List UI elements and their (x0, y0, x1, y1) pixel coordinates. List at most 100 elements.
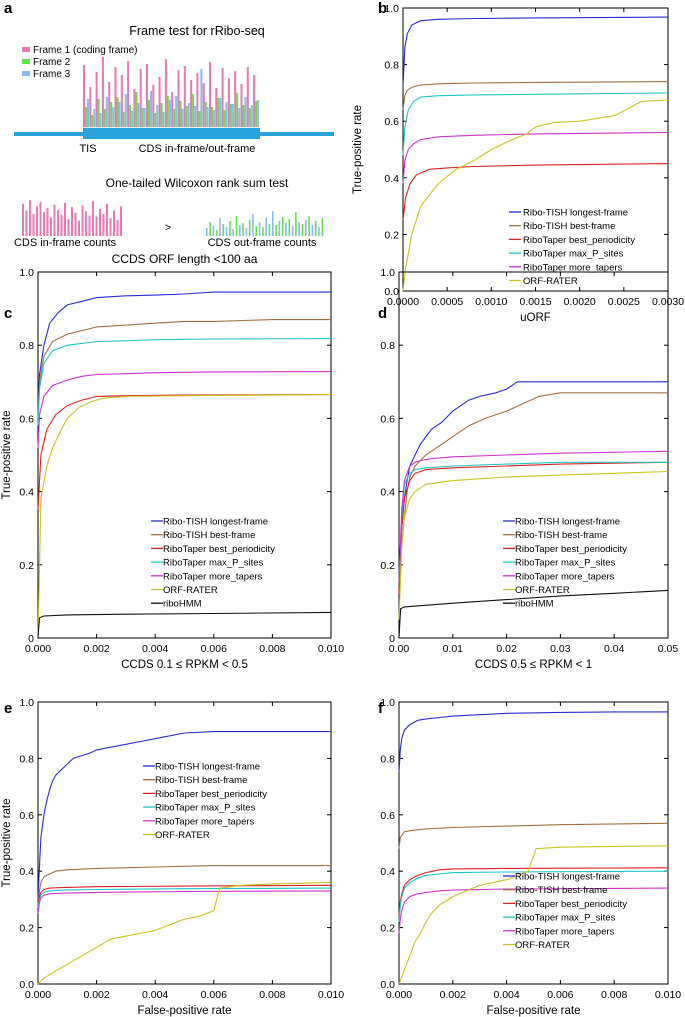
series-line (37, 731, 331, 900)
bar-frame3 (250, 105, 253, 127)
y-tick-label: 1.0 (19, 267, 34, 279)
legend-label: Ribo-TISH longest-frame (155, 762, 260, 773)
legend-label: RiboTaper more_tapers (155, 816, 255, 827)
y-tick-label: 0.4 (19, 866, 34, 878)
bar-frame3 (206, 107, 209, 127)
bar-frame2 (116, 97, 119, 127)
y-tick-label: 1.0 (380, 267, 395, 279)
series-line (37, 338, 332, 426)
bar-frame1 (83, 65, 85, 127)
x-axis-label: CCDS 0.5 ≤ RPKM < 1 (475, 659, 592, 671)
panel-b-label: b (378, 0, 387, 17)
bar-frame3 (175, 96, 178, 127)
plot-frame (398, 701, 669, 985)
bar-in-frame (92, 201, 94, 236)
bar-out-frame (298, 222, 300, 236)
series-line (402, 99, 669, 292)
panel-d-chart: d 0 0.2 0.4 0.6 0.8 1.0 0.00 0.01 0.02 0.03 0.04 0.0… (378, 267, 678, 671)
bar-in-frame (71, 207, 73, 236)
bar-in-frame (99, 208, 101, 236)
y-tick-label: 0.6 (380, 810, 395, 822)
bar-frame2 (242, 105, 245, 127)
bar-out-frame (239, 225, 241, 236)
bar-out-frame (321, 218, 324, 236)
series-line (398, 470, 669, 620)
series-line (37, 611, 332, 639)
bar-out-frame (212, 226, 215, 236)
bar-out-frame (248, 220, 251, 236)
legend-label: RiboTaper more_tapers (515, 571, 615, 582)
legend-label: RiboTaper more_tapers (523, 262, 623, 273)
bar-frame2 (173, 109, 176, 127)
legend-label: Ribo-TISH longest-frame (515, 517, 620, 528)
series-line (402, 163, 669, 221)
bar-frame2 (141, 108, 144, 127)
panel-b-chart: b 0.0 0.2 0.4 0.6 0.8 1.0 0.0000 0.0005 0.0010 0.0… (352, 0, 684, 324)
bar-frame1 (127, 61, 130, 127)
cds-box (83, 128, 260, 139)
bar-frame1 (133, 89, 136, 127)
legend-label: ORF-RATER (515, 585, 570, 596)
bar-out-frame (222, 224, 225, 236)
x-tick-label: 0.006 (201, 989, 227, 1001)
bar-out-frame (314, 221, 317, 236)
x-tick-label: 0.00 (389, 643, 410, 655)
bar-in-frame (36, 206, 38, 236)
bar-in-frame (95, 216, 98, 236)
bar-in-frame (116, 219, 119, 236)
bar-frame1 (240, 84, 243, 127)
y-tick-label: 0.2 (19, 923, 34, 935)
y-tick-label: 0.8 (19, 753, 34, 765)
bar-out-frame (275, 225, 277, 236)
y-tick-label: 0.4 (380, 866, 395, 878)
series-line (398, 822, 669, 849)
bar-out-frame (278, 221, 281, 236)
bar-in-frame (53, 204, 56, 236)
legend-label: RiboTaper best_periodicity (523, 235, 635, 246)
x-tick-label: 0.008 (601, 989, 627, 1001)
bar-frame1 (196, 73, 199, 127)
bar-in-frame (67, 219, 70, 236)
bar-frame1 (164, 59, 167, 127)
series-line (37, 394, 332, 510)
legend-label: RiboTaper best_periodicity (163, 544, 275, 555)
legend-label: ORF-RATER (523, 276, 578, 287)
bar-frame2 (160, 103, 163, 127)
bar-frame3 (118, 102, 121, 127)
y-tick-label: 0.6 (384, 116, 399, 128)
in-frame-bars (22, 200, 122, 236)
x-axis-label: False-positive rate (138, 1005, 232, 1017)
bar-out-frame (242, 223, 244, 236)
x-tick-label: 0.010 (318, 989, 344, 1001)
bar-in-frame (32, 213, 35, 236)
y-axis-label: True-positive rate (1, 410, 13, 499)
series-line (402, 81, 669, 110)
bar-in-frame (57, 209, 59, 236)
bar-frame2 (97, 99, 100, 127)
bar-in-frame (46, 207, 49, 236)
legend-label: RiboTaper max_P_sites (515, 558, 616, 569)
y-tick-label: 1.0 (380, 697, 395, 709)
bar-out-frame (272, 211, 274, 236)
bar-in-frame (88, 215, 91, 236)
x-tick-label: 0.0010 (475, 296, 507, 308)
y-tick-label: 0.8 (380, 753, 395, 765)
bar-frame1 (95, 72, 98, 127)
y-tick-label: 0.2 (380, 560, 395, 572)
bar-frame2 (166, 96, 169, 127)
bar-frame3 (200, 69, 203, 127)
legend-label-frame3: Frame 3 (33, 69, 71, 80)
bar-frame3 (162, 112, 165, 127)
series-line (402, 16, 669, 88)
bar-frame2 (122, 112, 125, 127)
bar-out-frame (258, 222, 261, 236)
x-tick-label: 0.0000 (387, 296, 419, 308)
bar-out-frame (262, 227, 264, 236)
bar-in-frame (39, 202, 42, 236)
bar-out-frame (245, 228, 248, 236)
bar-in-frame (81, 205, 84, 236)
bar-frame1 (108, 82, 111, 127)
bar-frame3 (231, 104, 234, 127)
bar-frame2 (255, 101, 258, 127)
plot-frame (398, 271, 669, 639)
